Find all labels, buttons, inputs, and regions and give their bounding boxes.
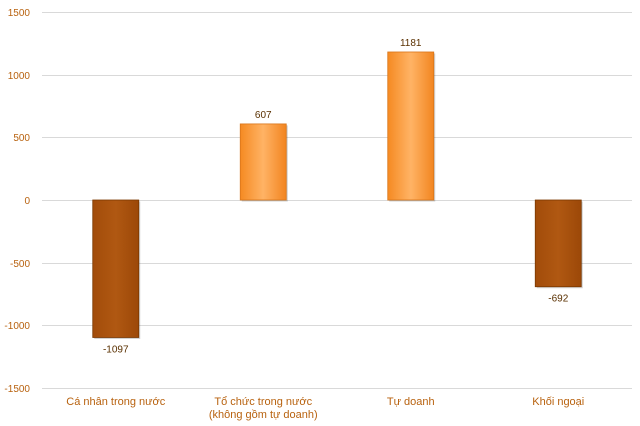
y-tick-label: -500 [10,259,30,270]
x-tick-label-2: Tự doanh [387,396,435,408]
gridlines [42,12,632,389]
y-tick-label: -1000 [4,321,30,332]
data-label-2: 1181 [400,38,422,49]
bar-1 [239,123,287,201]
data-label-0: -1097 [103,344,129,355]
y-axis-ticks: 1500 1000 500 0 -500 -1000 -1500 [4,8,30,395]
x-tick-label-1: Tổ chức trong nước (không gồm tự doanh) [209,396,318,421]
data-labels: -1097 607 1181 -692 [103,38,569,356]
x-tick-label-0: Cá nhân trong nước [66,396,165,408]
bar-3 [534,199,582,288]
y-tick-label: 0 [24,196,30,207]
y-tick-label: -1500 [4,384,30,395]
y-tick-label: 1500 [8,8,31,19]
y-tick-label: 500 [13,133,30,144]
x-axis-ticks: Cá nhân trong nước Tổ chức trong nước (khô… [66,396,584,421]
bar-2 [387,51,435,201]
x-tick-label-3: Khối ngoại [532,396,584,408]
data-label-1: 607 [255,110,272,121]
data-label-3: -692 [548,294,568,305]
bar-0 [92,199,140,338]
y-tick-label: 1000 [8,71,31,82]
bars [92,51,583,339]
